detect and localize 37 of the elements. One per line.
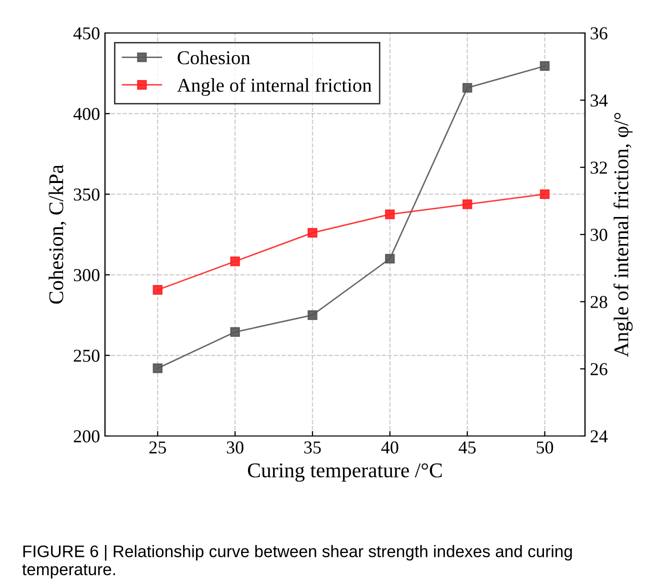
y2-tick-label: 34 <box>590 94 608 107</box>
y2-axis-title: Angle of internal friction, φ/° <box>613 112 633 357</box>
point <box>385 209 395 220</box>
y-tick-label: 350 <box>74 188 100 201</box>
caption: FIGURE 6 | Relationship curve between shear strength indexes and curing temperature. <box>22 545 572 579</box>
point <box>540 189 550 200</box>
y2-tick-label: 26 <box>590 363 608 376</box>
x-tick-label: 50 <box>536 441 554 454</box>
point <box>308 228 318 238</box>
y-tick-label: 250 <box>74 350 100 362</box>
y2-tick-label: 30 <box>590 228 608 241</box>
x-tick-label: 30 <box>226 441 244 454</box>
point <box>462 82 472 93</box>
legend-label: Cohesion <box>178 50 250 64</box>
x-axis-title: Curing temperature /°C <box>248 463 442 482</box>
point <box>462 199 472 210</box>
point <box>385 254 395 264</box>
y-tick-label: 300 <box>74 269 100 282</box>
y-axis-title: Cohesion, C/kPa <box>48 164 66 304</box>
y-tick-label: 200 <box>74 430 100 442</box>
y2-tick-label: 28 <box>590 296 608 308</box>
legend-label: Angle of internal friction <box>177 78 372 96</box>
point <box>540 61 550 71</box>
x-tick-label: 40 <box>381 441 398 454</box>
y-tick-label: 400 <box>73 108 100 120</box>
point <box>230 256 240 266</box>
point <box>308 310 318 320</box>
x-tick-label: 25 <box>149 441 166 454</box>
x-tick-label: 35 <box>304 441 321 454</box>
y2-tick-label: 36 <box>590 27 608 40</box>
point <box>152 363 163 374</box>
y-tick-label: 450 <box>73 27 100 40</box>
point <box>230 327 240 337</box>
x-tick-label: 45 <box>458 442 476 454</box>
point <box>152 285 163 295</box>
y2-tick-label: 24 <box>590 430 608 442</box>
y2-tick-label: 32 <box>590 162 607 174</box>
